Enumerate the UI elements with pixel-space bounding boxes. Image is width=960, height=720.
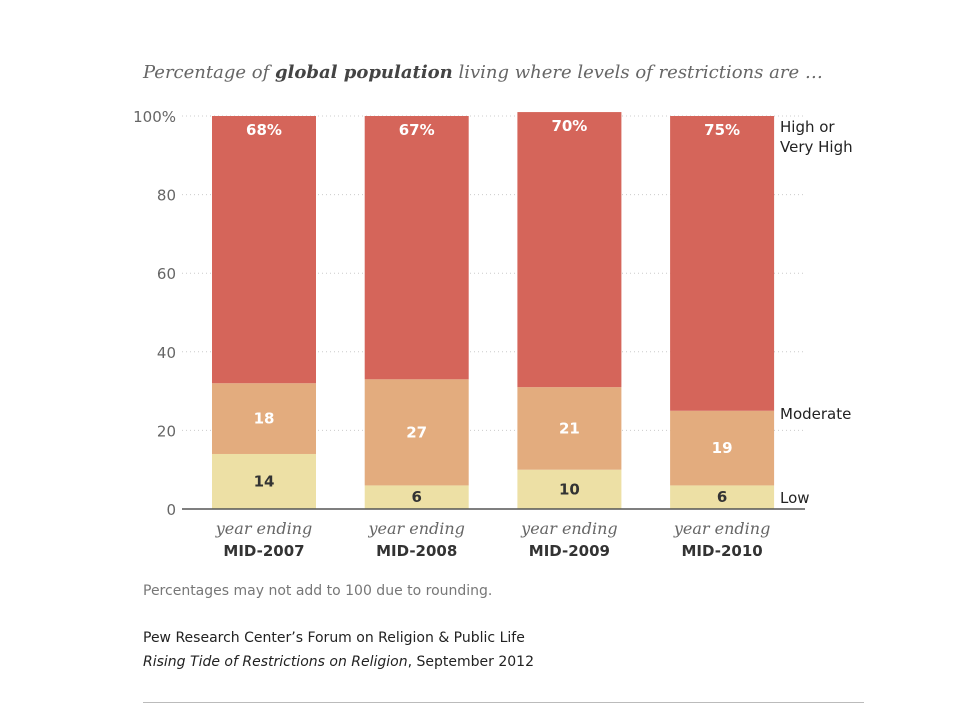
- x-category-label-line1: year ending: [215, 519, 312, 538]
- y-tick-label: 100%: [133, 108, 176, 126]
- x-category-label-line2: MID-2010: [681, 542, 762, 560]
- y-tick-label: 0: [166, 501, 176, 519]
- legend-label-moderate: Moderate: [780, 405, 851, 423]
- rounding-note: Percentages may not add to 100 due to ro…: [143, 583, 493, 599]
- bar-value-label: 6: [411, 488, 421, 506]
- y-tick-label: 40: [157, 344, 176, 362]
- bar-value-label: 10: [559, 480, 580, 498]
- bar-value-label: 27: [406, 423, 427, 441]
- bar-value-label: 14: [254, 472, 275, 490]
- bar-segment-moderate: [212, 383, 316, 454]
- x-category-label-line1: year ending: [673, 519, 770, 538]
- bar-segment-high-or-very-high: [364, 116, 469, 380]
- y-tick-label: 60: [157, 265, 176, 283]
- bottom-divider: [143, 702, 864, 703]
- bar-value-label: 70%: [551, 117, 587, 135]
- bar-value-label: 75%: [704, 121, 740, 139]
- bar-segment-moderate: [364, 379, 469, 486]
- bar-value-label: 67%: [399, 121, 435, 139]
- source-report-title: Rising Tide of Restrictions on Religion: [143, 654, 408, 670]
- subtitle-bold: global population: [274, 62, 453, 83]
- legend-label-low: Low: [780, 489, 810, 507]
- bar-segment-moderate: [517, 387, 622, 470]
- bar-value-label: 19: [712, 439, 733, 457]
- bar-segment-high-or-very-high: [517, 112, 622, 388]
- bar-segment-high-or-very-high: [212, 116, 316, 384]
- bar-segment-moderate: [670, 410, 775, 486]
- chart-subtitle: Percentage of global population living w…: [143, 62, 823, 83]
- subtitle-post: living where levels of restrictions are …: [452, 62, 823, 83]
- y-tick-label: 80: [157, 187, 176, 205]
- bar-value-label: 6: [717, 488, 727, 506]
- source-org: Pew Research Center’s Forum on Religion …: [143, 630, 525, 646]
- bar-segment-high-or-very-high: [670, 116, 775, 411]
- bar-segment-low: [364, 485, 469, 509]
- bar-value-label: 68%: [246, 121, 282, 139]
- bar-segment-low: [517, 469, 622, 509]
- y-tick-label: 20: [157, 422, 176, 440]
- bar-segment-low: [212, 453, 316, 509]
- x-category-label-line1: year ending: [367, 519, 464, 538]
- bar-value-label: 21: [559, 419, 580, 437]
- x-category-label-line1: year ending: [520, 519, 617, 538]
- source-report-date: , September 2012: [407, 654, 534, 670]
- x-category-label-line2: MID-2009: [529, 542, 610, 560]
- stacked-bar-chart: 0 20 40 60 80 100% 14 18 68% year ending MID-2007 6…: [133, 108, 853, 560]
- subtitle-pre: Percentage of: [143, 62, 275, 83]
- legend-label-high-or-very-high: High or: [780, 118, 835, 136]
- x-category-label-line2: MID-2008: [376, 542, 457, 560]
- x-category-label-line2: MID-2007: [223, 542, 304, 560]
- bar-segment-low: [670, 485, 775, 509]
- bar-value-label: 18: [254, 410, 275, 428]
- source-report: Rising Tide of Restrictions on Religion,…: [143, 654, 534, 670]
- legend-label-high-or-very-high: Very High: [780, 138, 853, 156]
